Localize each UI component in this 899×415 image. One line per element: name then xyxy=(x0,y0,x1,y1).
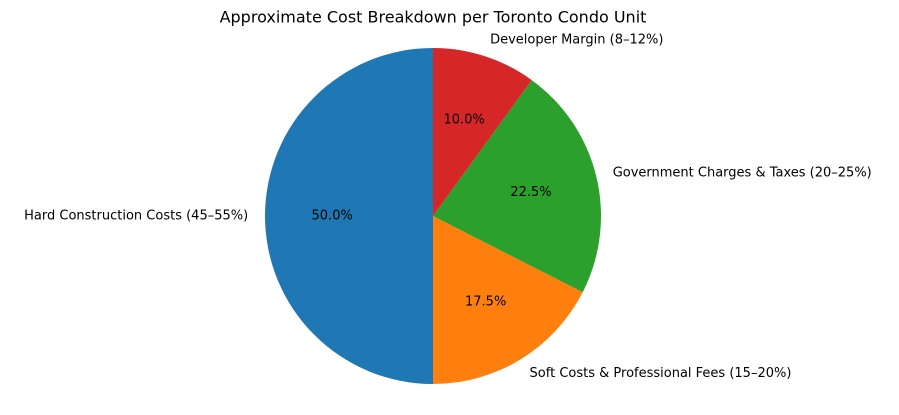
pie-slice xyxy=(433,216,583,384)
value-label: 10.0% xyxy=(443,113,484,128)
value-label: 22.5% xyxy=(510,185,551,200)
pie-slice xyxy=(433,48,532,216)
chart-title: Approximate Cost Breakdown per Toronto C… xyxy=(220,8,647,27)
slice-label: Developer Margin (8–12%) xyxy=(490,33,663,48)
slice-label: Hard Construction Costs (45–55%) xyxy=(24,209,248,224)
value-label: 50.0% xyxy=(312,209,353,224)
pie-slice xyxy=(433,80,601,293)
value-label: 17.5% xyxy=(465,294,506,309)
slice-label: Government Charges & Taxes (20–25%) xyxy=(613,165,872,180)
pie-slice xyxy=(265,48,433,384)
slice-label: Soft Costs & Professional Fees (15–20%) xyxy=(530,366,792,381)
